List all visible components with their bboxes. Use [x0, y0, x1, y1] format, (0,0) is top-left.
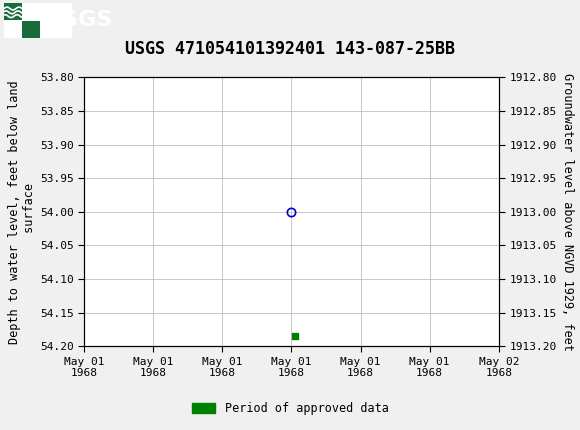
Text: USGS: USGS	[44, 10, 113, 30]
Bar	[4, 21, 22, 38]
Y-axis label: Depth to water level, feet below land
 surface: Depth to water level, feet below land su…	[8, 80, 36, 344]
Bar	[4, 3, 72, 38]
Text: USGS 471054101392401 143-087-25BB: USGS 471054101392401 143-087-25BB	[125, 40, 455, 58]
Legend: Period of approved data: Period of approved data	[187, 397, 393, 420]
Bar	[22, 21, 40, 38]
Y-axis label: Groundwater level above NGVD 1929, feet: Groundwater level above NGVD 1929, feet	[561, 73, 574, 351]
Bar	[22, 3, 40, 20]
Bar	[4, 3, 22, 20]
